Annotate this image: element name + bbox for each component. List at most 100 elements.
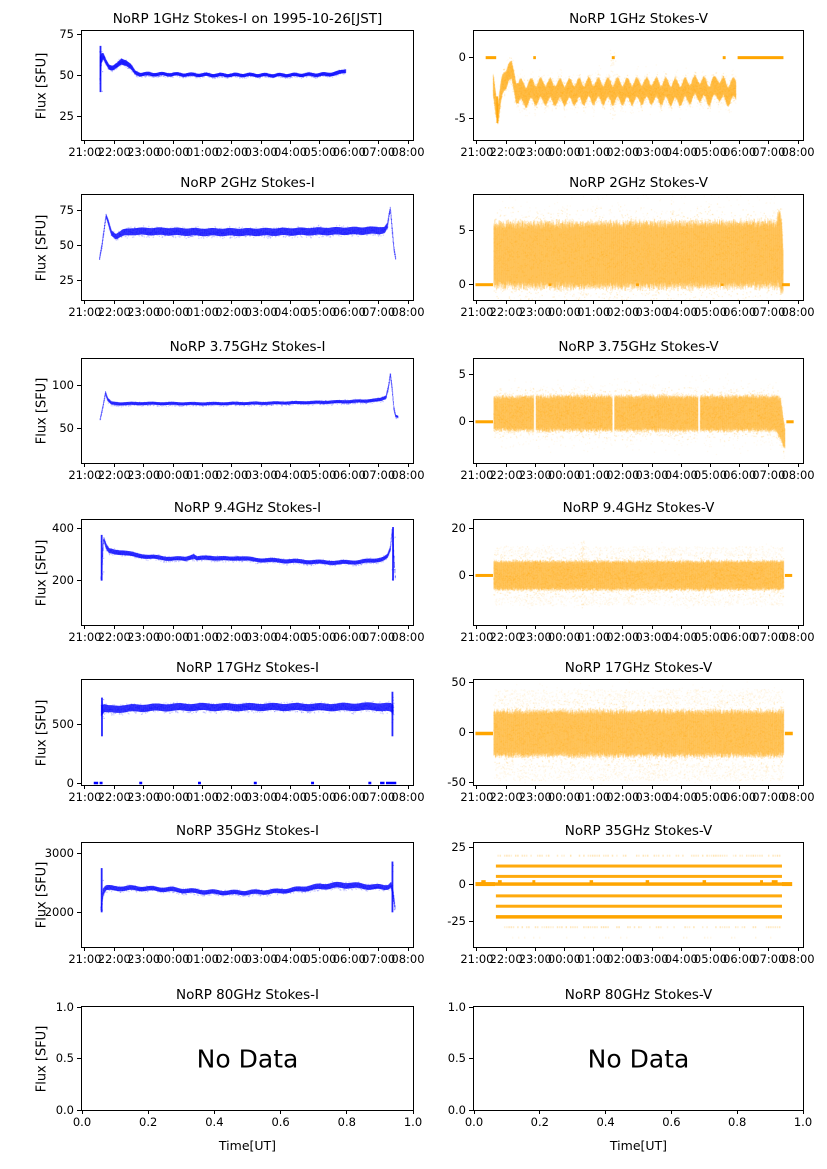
x-tick-label: 21:00 (68, 468, 102, 482)
x-tick-label: 06:00 (723, 305, 757, 319)
y-tick-label: 200 (52, 573, 74, 588)
x-tick-label: 08:00 (391, 630, 425, 644)
x-tick-label: 01:00 (185, 145, 219, 159)
x-tick-mark (143, 463, 145, 467)
x-tick-mark (84, 785, 86, 789)
y-tick-mark (77, 782, 81, 784)
plot-canvas-12 (82, 1007, 413, 1110)
x-tick-label: 0.6 (662, 1115, 681, 1129)
plot-canvas-10 (82, 843, 413, 947)
subplot-10 (81, 842, 414, 948)
x-tick-label: 21:00 (68, 952, 102, 966)
y-tick-mark (77, 1109, 81, 1111)
y-tick-label: 0 (458, 567, 466, 582)
plot-canvas-6 (82, 520, 413, 625)
x-tick-mark (231, 140, 233, 144)
y-tick-mark (469, 57, 473, 59)
x-tick-mark (201, 463, 203, 467)
x-tick-label: 21:00 (68, 305, 102, 319)
x-tick-label: 08:00 (391, 952, 425, 966)
y-tick-mark (77, 209, 81, 211)
x-tick-label: 22:00 (489, 952, 523, 966)
y-tick-mark (77, 527, 81, 529)
x-tick-mark (651, 463, 653, 467)
x-tick-mark (476, 140, 478, 144)
y-tick-label: 0.0 (55, 1102, 74, 1117)
x-tick-label: 04:00 (273, 952, 308, 966)
x-tick-label: 23:00 (127, 790, 161, 804)
x-tick-mark (563, 625, 565, 629)
y-tick-mark (469, 883, 473, 885)
x-tick-label: 04:00 (273, 790, 308, 804)
x-tick-mark (280, 1110, 282, 1114)
x-tick-label: 03:00 (244, 468, 278, 482)
x-tick-mark (378, 300, 380, 304)
x-tick-label: 08:00 (391, 790, 425, 804)
plot-title-5: NoRP 3.75GHz Stokes-V (558, 339, 719, 355)
x-tick-label: 23:00 (127, 630, 161, 644)
x-tick-mark (563, 300, 565, 304)
x-tick-label: 07:00 (362, 145, 396, 159)
x-tick-mark (113, 947, 115, 951)
x-tick-mark (709, 625, 711, 629)
subplot-1 (473, 30, 804, 141)
y-tick-label: 50 (59, 68, 74, 83)
x-tick-label: 02:00 (606, 630, 640, 644)
x-tick-mark (651, 140, 653, 144)
x-tick-mark (797, 300, 799, 304)
no-data-text: No Data (196, 1044, 299, 1073)
x-tick-label: 07:00 (362, 952, 396, 966)
x-tick-label: 00:00 (156, 305, 190, 319)
x-tick-label: 07:00 (752, 305, 786, 319)
x-tick-label: 03:00 (635, 790, 669, 804)
x-tick-mark (407, 300, 409, 304)
x-tick-label: 07:00 (752, 145, 786, 159)
x-tick-mark (739, 300, 741, 304)
y-axis-label: Flux [SFU] (34, 699, 50, 766)
x-tick-label: 02:00 (606, 468, 640, 482)
x-tick-mark (534, 300, 536, 304)
x-tick-mark (768, 463, 770, 467)
plot-canvas-2 (82, 195, 413, 300)
x-tick-mark (201, 625, 203, 629)
x-tick-mark (505, 300, 507, 304)
x-tick-label: 22:00 (97, 305, 131, 319)
x-tick-mark (348, 140, 350, 144)
y-tick-label: 1.0 (447, 999, 466, 1014)
x-tick-mark (534, 463, 536, 467)
plot-title-13: NoRP 80GHz Stokes-V (564, 987, 713, 1003)
y-axis-label: Flux [SFU] (34, 377, 50, 445)
x-tick-mark (680, 785, 682, 789)
x-tick-mark (319, 140, 321, 144)
x-tick-label: 06:00 (723, 952, 757, 966)
y-tick-label: 0.0 (447, 1102, 466, 1117)
x-tick-mark (143, 300, 145, 304)
x-tick-label: 00:00 (156, 468, 190, 482)
x-tick-label: 05:00 (303, 468, 337, 482)
x-tick-mark (81, 1110, 83, 1114)
x-tick-label: 06:00 (332, 952, 366, 966)
x-tick-label: 0.4 (205, 1115, 224, 1129)
x-tick-mark (593, 463, 595, 467)
x-tick-label: 23:00 (518, 630, 552, 644)
x-tick-mark (348, 785, 350, 789)
x-tick-label: 00:00 (547, 305, 582, 319)
x-tick-label: 06:00 (723, 630, 757, 644)
y-tick-label: 25 (451, 839, 466, 854)
subplot-7 (473, 519, 804, 626)
plot-title-12: NoRP 80GHz Stokes-I (176, 987, 319, 1003)
x-tick-label: 00:00 (156, 145, 190, 159)
x-tick-label: 05:00 (303, 790, 337, 804)
x-tick-label: 03:00 (244, 630, 278, 644)
plot-title-4: NoRP 3.75GHz Stokes-I (169, 339, 326, 355)
plot-title-6: NoRP 9.4GHz Stokes-I (173, 500, 322, 516)
x-tick-label: 02:00 (215, 630, 249, 644)
x-tick-mark (84, 140, 86, 144)
x-tick-label: 05:00 (693, 145, 728, 159)
x-tick-label: 0.8 (728, 1115, 747, 1129)
x-tick-mark (622, 785, 624, 789)
x-tick-label: 02:00 (215, 468, 249, 482)
x-tick-label: 0.4 (596, 1115, 615, 1129)
x-tick-label: 02:00 (606, 145, 640, 159)
x-tick-label: 01:00 (577, 952, 611, 966)
